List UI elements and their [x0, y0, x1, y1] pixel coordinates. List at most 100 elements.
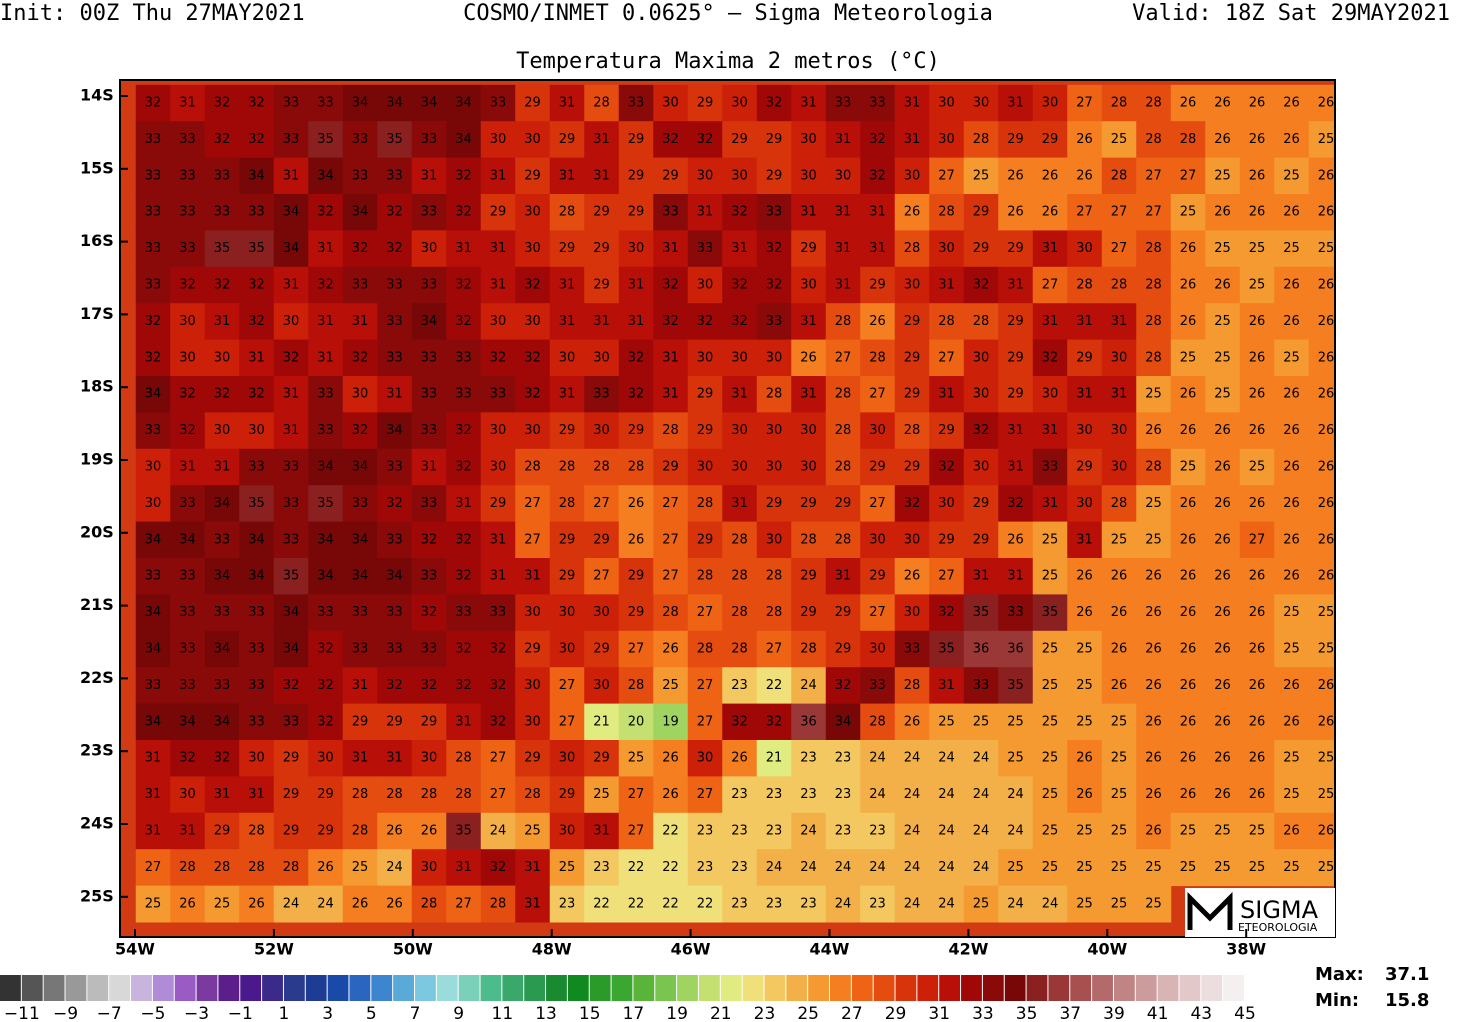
grid-cell: [515, 157, 551, 195]
grid-cell: [687, 485, 723, 523]
grid-value: 32: [455, 642, 472, 657]
grid-value: 30: [938, 96, 955, 111]
grid-value: 26: [1007, 205, 1024, 220]
grid-value: 26: [1180, 496, 1197, 511]
grid-value: 32: [490, 642, 507, 657]
grid-value: 26: [1214, 751, 1231, 766]
grid-cell: [791, 194, 827, 231]
colorbar-label: 45: [1234, 1004, 1256, 1022]
grid-cell: [273, 703, 309, 741]
grid-value: 26: [1318, 460, 1335, 475]
grid-cell: [825, 339, 861, 377]
grid-value: 30: [697, 168, 714, 183]
grid-value: 25: [1076, 714, 1093, 729]
grid-value: 32: [973, 278, 990, 293]
grid-value: 30: [524, 314, 541, 329]
grid-cell: [1205, 521, 1241, 559]
grid-cell: [411, 485, 447, 523]
grid-value: 31: [179, 824, 196, 839]
grid-value: 26: [1283, 423, 1300, 438]
grid-cell: [791, 448, 827, 486]
grid-cell: [170, 339, 206, 377]
grid-value: 33: [1007, 605, 1024, 620]
grid-value: 25: [1249, 860, 1266, 875]
grid-cell: [342, 266, 378, 304]
grid-value: 28: [1145, 241, 1162, 256]
grid-cell: [1032, 594, 1068, 632]
grid-cell: [135, 412, 171, 450]
grid-cell: [860, 885, 896, 923]
grid-value: 34: [214, 496, 231, 511]
grid-value: 33: [283, 714, 300, 729]
grid-value: 28: [869, 714, 886, 729]
grid-value: 31: [214, 460, 231, 475]
grid-value: 30: [145, 496, 162, 511]
grid-value: 31: [904, 132, 921, 147]
grid-value: 26: [1283, 387, 1300, 402]
logo-box: [1185, 888, 1335, 937]
grid-cell: [204, 703, 240, 741]
grid-cell: [1136, 376, 1172, 413]
grid-value: 23: [697, 824, 714, 839]
grid-cell: [308, 521, 344, 559]
grid-value: 28: [1111, 96, 1128, 111]
grid-value: 24: [938, 787, 955, 802]
grid-cell: [687, 812, 723, 850]
grid-value: 32: [179, 423, 196, 438]
grid-value: 30: [800, 460, 817, 475]
grid-cell: [584, 448, 620, 486]
lon-label: 40W: [1087, 940, 1127, 959]
grid-value: 25: [1111, 860, 1128, 875]
grid-cell: [1239, 84, 1275, 122]
grid-cell: [825, 812, 861, 850]
grid-cell: [549, 776, 585, 814]
grid-value: 28: [731, 605, 748, 620]
grid-value: 26: [1076, 569, 1093, 584]
grid-value: 25: [1214, 241, 1231, 256]
grid-value: 32: [628, 350, 645, 365]
grid-value: 29: [559, 569, 576, 584]
grid-value: 29: [283, 824, 300, 839]
grid-cell: [135, 157, 171, 195]
grid-cell: [1032, 740, 1068, 777]
grid-cell: [308, 157, 344, 195]
grid-value: 32: [490, 714, 507, 729]
grid-cell: [618, 521, 654, 559]
grid-cell: [1101, 849, 1137, 887]
grid-cell: [446, 594, 482, 632]
grid-cell: [860, 740, 896, 777]
grid-cell: [377, 849, 413, 887]
grid-value: 27: [1111, 241, 1128, 256]
grid-cell: [722, 303, 758, 341]
grid-cell: [687, 703, 723, 741]
grid-cell: [273, 121, 309, 159]
grid-value: 25: [1007, 860, 1024, 875]
grid-cell: [860, 667, 896, 705]
grid-value: 32: [731, 205, 748, 220]
grid-value: 34: [455, 132, 472, 147]
grid-cell: [1170, 339, 1206, 377]
colorbar-box: [982, 975, 1004, 1001]
grid-cell: [963, 630, 999, 668]
grid-value: 29: [283, 751, 300, 766]
grid-cell: [825, 230, 861, 268]
grid-cell: [446, 812, 482, 850]
grid-cell: [998, 849, 1034, 887]
grid-cell: [653, 703, 689, 741]
grid-cell: [963, 448, 999, 486]
colorbar-box: [480, 975, 502, 1001]
grid-cell: [791, 230, 827, 268]
grid-value: 29: [662, 460, 679, 475]
lon-label: 54W: [115, 940, 155, 959]
grid-value: 29: [904, 460, 921, 475]
grid-value: 29: [628, 205, 645, 220]
grid-value: 25: [1076, 860, 1093, 875]
grid-value: 34: [145, 532, 162, 547]
grid-cell: [342, 558, 378, 595]
colorbar-box: [786, 975, 808, 1001]
colorbar-label: 21: [710, 1004, 732, 1022]
grid-value: 32: [524, 350, 541, 365]
grid-value: 26: [1145, 751, 1162, 766]
grid-cell: [480, 885, 516, 923]
grid-cell: [170, 630, 206, 668]
